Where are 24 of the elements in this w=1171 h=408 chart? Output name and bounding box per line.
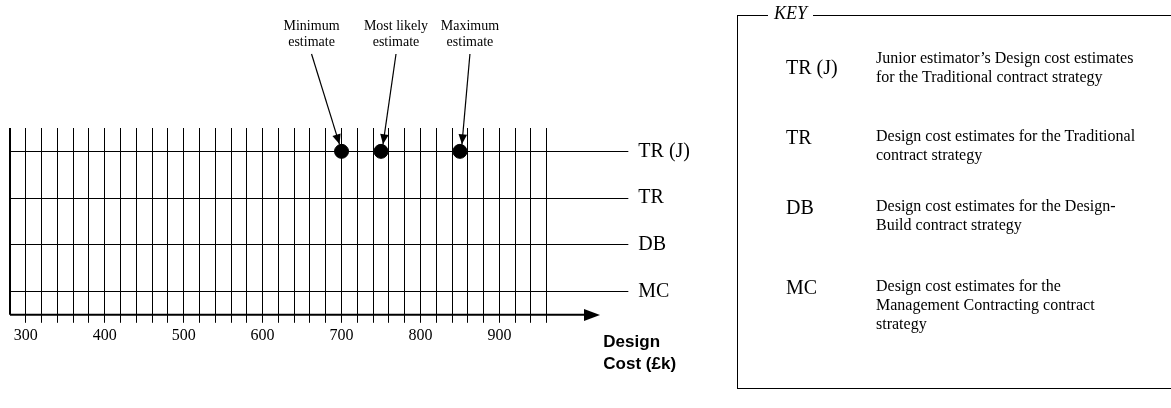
y-tick-label: TR — [638, 185, 665, 208]
y-tick-label: DB — [638, 232, 667, 254]
text: Design cost estimates for the Design-Build contract strategy — [876, 196, 1117, 234]
text: MC — [786, 276, 818, 299]
y-tick-label: MC — [638, 278, 670, 301]
x-axis-title: Design Cost (£k) — [603, 331, 677, 373]
x-tick-label: 500 — [171, 325, 196, 343]
text: Junior estimator’s Design cost estimates for the Traditional contract strategy — [876, 48, 1135, 86]
text: TR — [786, 126, 812, 149]
x-tick-label: 600 — [250, 325, 275, 343]
text: Design cost estimates for the Management Contracting contract strategy — [876, 276, 1096, 333]
x-tick-label: 800 — [408, 325, 433, 343]
x-tick-label: 400 — [92, 325, 117, 343]
x-tick-label: 900 — [487, 325, 512, 343]
text: TR (J) — [786, 56, 838, 79]
text: KEY — [768, 3, 814, 24]
y-tick-label: TR (J) — [638, 138, 691, 162]
text: DB — [786, 196, 814, 219]
x-tick-label: 300 — [13, 325, 38, 343]
annotation: Maximum estimate — [440, 18, 500, 49]
text: Design cost estimates for the Traditional contract strategy — [876, 126, 1137, 164]
annotation: Minimum estimate — [283, 18, 340, 49]
x-tick-label: 700 — [329, 325, 354, 343]
annotation: Most likely estimate — [363, 18, 429, 49]
